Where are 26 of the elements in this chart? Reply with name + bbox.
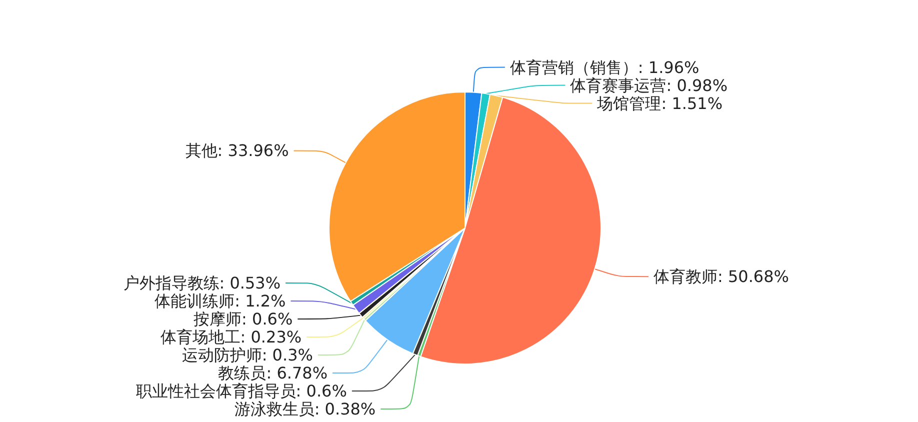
data-label: : 0.6%: [296, 382, 347, 400]
slice-label: 体能训练师: [154, 292, 235, 310]
data-label: : 1.96%: [638, 58, 700, 77]
slice-label: 教练员: [218, 364, 266, 382]
data-label: : 1.2%: [234, 292, 286, 310]
data-label: : 1.51%: [661, 94, 723, 113]
slice-label: 职业性社会体育指导员: [136, 382, 296, 400]
slice-label: 其他: [185, 141, 218, 160]
data-label: : 6.78%: [266, 364, 328, 382]
slice-label: 体育教师: [654, 267, 718, 286]
data-label: : 0.98%: [666, 76, 728, 95]
data-label: : 0.23%: [240, 328, 302, 346]
data-label: : 50.68%: [718, 267, 789, 286]
slice-label: 体育赛事运营: [570, 76, 666, 95]
slice-label: 运动防护师: [182, 346, 262, 364]
slice-label: 按摩师: [194, 310, 242, 328]
data-label: : 0.3%: [262, 346, 313, 364]
slice-label: 场馆管理: [596, 94, 662, 113]
data-label: : 0.6%: [242, 310, 293, 328]
slice-label: 体育场地工: [160, 328, 240, 346]
data-label: : 0.38%: [314, 400, 376, 418]
data-label: : 0.53%: [219, 274, 281, 292]
slice-label: 体育营销（销售）: [510, 58, 638, 77]
slice-label: 户外指导教练: [123, 274, 220, 292]
data-label: : 33.96%: [217, 141, 289, 160]
slice-label: 游泳救生员: [234, 400, 314, 418]
